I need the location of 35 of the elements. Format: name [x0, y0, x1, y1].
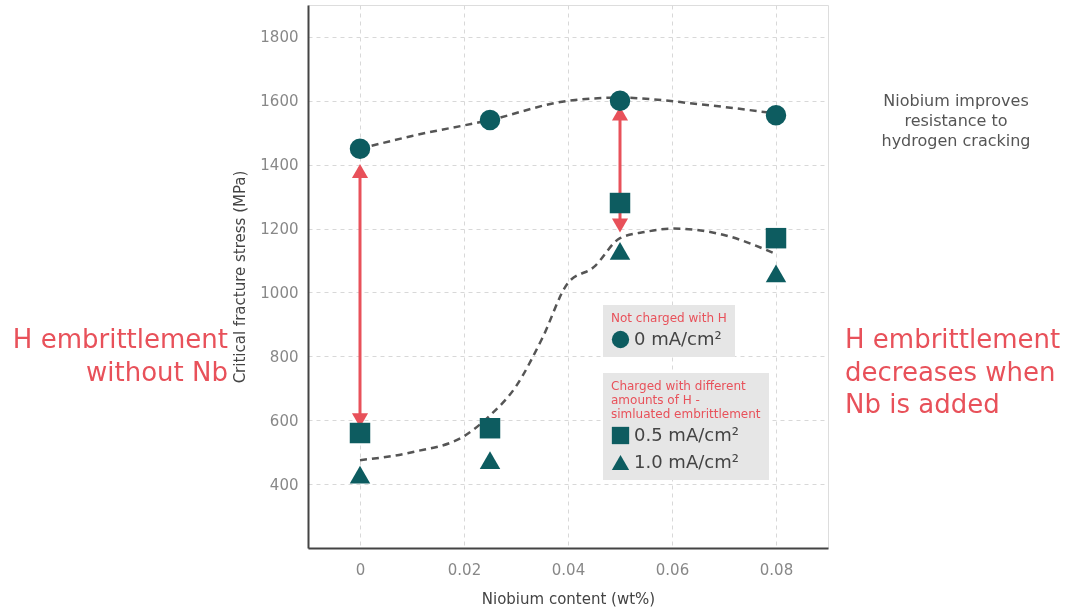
- point: [479, 109, 501, 131]
- y-tick-label: 1400: [260, 156, 299, 175]
- point: [765, 227, 787, 249]
- point: [349, 422, 371, 444]
- y-tick-label: 1600: [260, 92, 299, 111]
- annotation: Charged with different amounts of H - simluated embrittlement: [611, 379, 761, 421]
- legend-title: Not charged with H: [611, 311, 727, 325]
- point: [479, 417, 501, 439]
- legend-label: 1.0 mA/cm²: [634, 450, 739, 472]
- point: [609, 192, 631, 214]
- legend-label: 0.5 mA/cm²: [634, 423, 739, 445]
- x-tick-label: 0.04: [551, 560, 586, 579]
- point: [609, 90, 631, 112]
- point: [609, 242, 631, 260]
- x-axis-title: Niobium content (wt%): [481, 589, 656, 608]
- y-tick-label: 1800: [260, 28, 299, 47]
- point: [479, 451, 501, 470]
- text: H embrittlement decreases when Nb is added: [845, 324, 1061, 419]
- legend-label: 0 mA/cm²: [634, 327, 722, 349]
- y-tick-label: 600: [269, 411, 299, 430]
- x-tick-label: 0.06: [655, 560, 690, 579]
- y-tick-label: 400: [269, 475, 299, 494]
- x-tick-label: 0.02: [447, 560, 482, 579]
- y-tick-label: 1000: [260, 283, 299, 302]
- point: [349, 138, 371, 159]
- y-tick-label: 800: [269, 347, 299, 366]
- y-tick-label: 1200: [260, 220, 299, 239]
- text: Niobium improves resistance to hydrogen cracking: [881, 91, 1031, 150]
- y-axis-title: Critical fracture stress (MPa): [231, 170, 250, 384]
- point: [765, 104, 787, 126]
- text: H embrittlement without Nb: [12, 324, 228, 387]
- x-tick-label: 0.08: [759, 560, 794, 579]
- point: [765, 264, 787, 283]
- x-tick-label: 0: [355, 560, 366, 579]
- point: [349, 465, 371, 484]
